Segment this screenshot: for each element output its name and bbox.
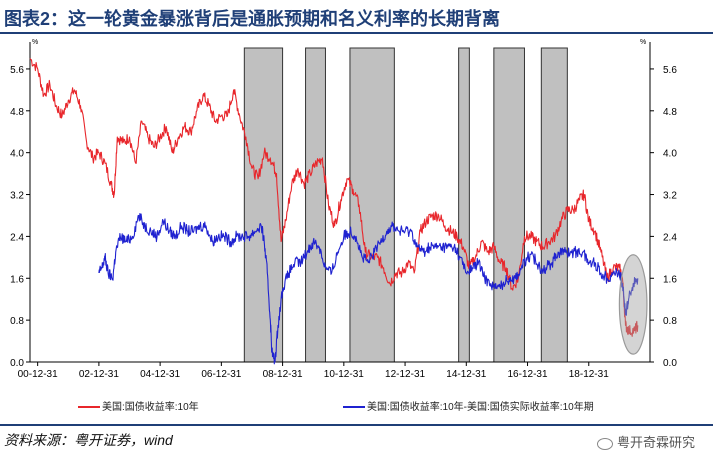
left-tick-label: 5.6 [10,65,24,76]
right-axis: % 0.0 0.8 1.6 2.4 3.2 4.0 4.8 5.6 [640,39,677,369]
x-axis: 00-12-31 02-12-31 04-12-31 06-12-31 08-12-31… [18,361,650,380]
shaded-period-5 [540,47,568,363]
x-tick-label: 18-12-31 [569,369,609,380]
shaded-period-3 [458,47,470,363]
watermark: 粤开奇霖研究 [596,432,695,451]
legend-label-nominal: 美国:国债收益率:10年 [102,402,199,413]
left-unit-label: % [32,39,38,46]
x-tick-label: 08-12-31 [263,369,303,380]
right-tick-label: 3.2 [663,191,677,202]
right-tick-label: 5.6 [663,65,677,76]
shaded-period-1 [305,47,326,363]
right-tick-label: 1.6 [663,274,677,285]
x-tick-label: 00-12-31 [18,369,58,380]
x-tick-label: 12-12-31 [385,369,425,380]
right-tick-label: 2.4 [663,232,677,243]
right-tick-label: 0.8 [663,316,677,327]
right-tick-label: 4.0 [663,149,677,160]
title-bar: 图表2：这一轮黄金暴涨背后是通胀预期和名义利率的长期背离 [0,0,713,34]
legend-swatch-red [78,406,100,409]
right-tick-label: 4.8 [663,107,677,118]
shaded-period-4 [493,47,525,363]
series-line-nominal-yield [29,58,639,337]
watermark-text: 粤开奇霖研究 [616,435,695,450]
left-tick-label: 4.8 [10,107,24,118]
source-note: 资料来源：粤开证券，wind [4,432,173,448]
legend-item-breakeven: 美国:国债收益率:10年-美国:国债实际收益率:10年期 [343,398,594,413]
legend-item-nominal: 美国:国债收益率:10年 [78,398,199,413]
x-tick-label: 06-12-31 [201,369,241,380]
series-lines [29,58,639,365]
left-tick-label: 0.0 [10,358,24,369]
left-tick-label: 2.4 [10,232,24,243]
footer-rule [0,424,713,426]
chart: % 0.0 0.8 1.6 2.4 3.2 4.0 4.8 5.6 % 0.0 0.8 1.6 2.4 3… [10,39,677,380]
shaded-period-2 [349,47,395,363]
x-tick-label: 02-12-31 [79,369,119,380]
right-tick-label: 0.0 [663,358,677,369]
right-unit-label: % [640,39,646,46]
left-tick-label: 3.2 [10,191,24,202]
x-tick-label: 10-12-31 [324,369,364,380]
highlight-ellipse-group [618,254,648,355]
x-tick-label: 04-12-31 [140,369,180,380]
x-tick-label: 14-12-31 [446,369,486,380]
legend-swatch-blue [343,406,365,409]
left-axis: % 0.0 0.8 1.6 2.4 3.2 4.0 4.8 5.6 [10,39,38,369]
series-line-breakeven [98,213,639,365]
legend-label-breakeven: 美国:国债收益率:10年-美国:国债实际收益率:10年期 [367,402,594,413]
left-tick-label: 1.6 [10,274,24,285]
x-tick-label: 16-12-31 [508,369,548,380]
highlight-ellipse [618,254,648,355]
page-title: 图表2：这一轮黄金暴涨背后是通胀预期和名义利率的长期背离 [4,9,501,29]
shaded-period-0 [243,47,284,363]
left-tick-label: 4.0 [10,149,24,160]
wechat-icon [596,437,613,450]
left-tick-label: 0.8 [10,316,24,327]
shaded-periods [243,47,568,363]
